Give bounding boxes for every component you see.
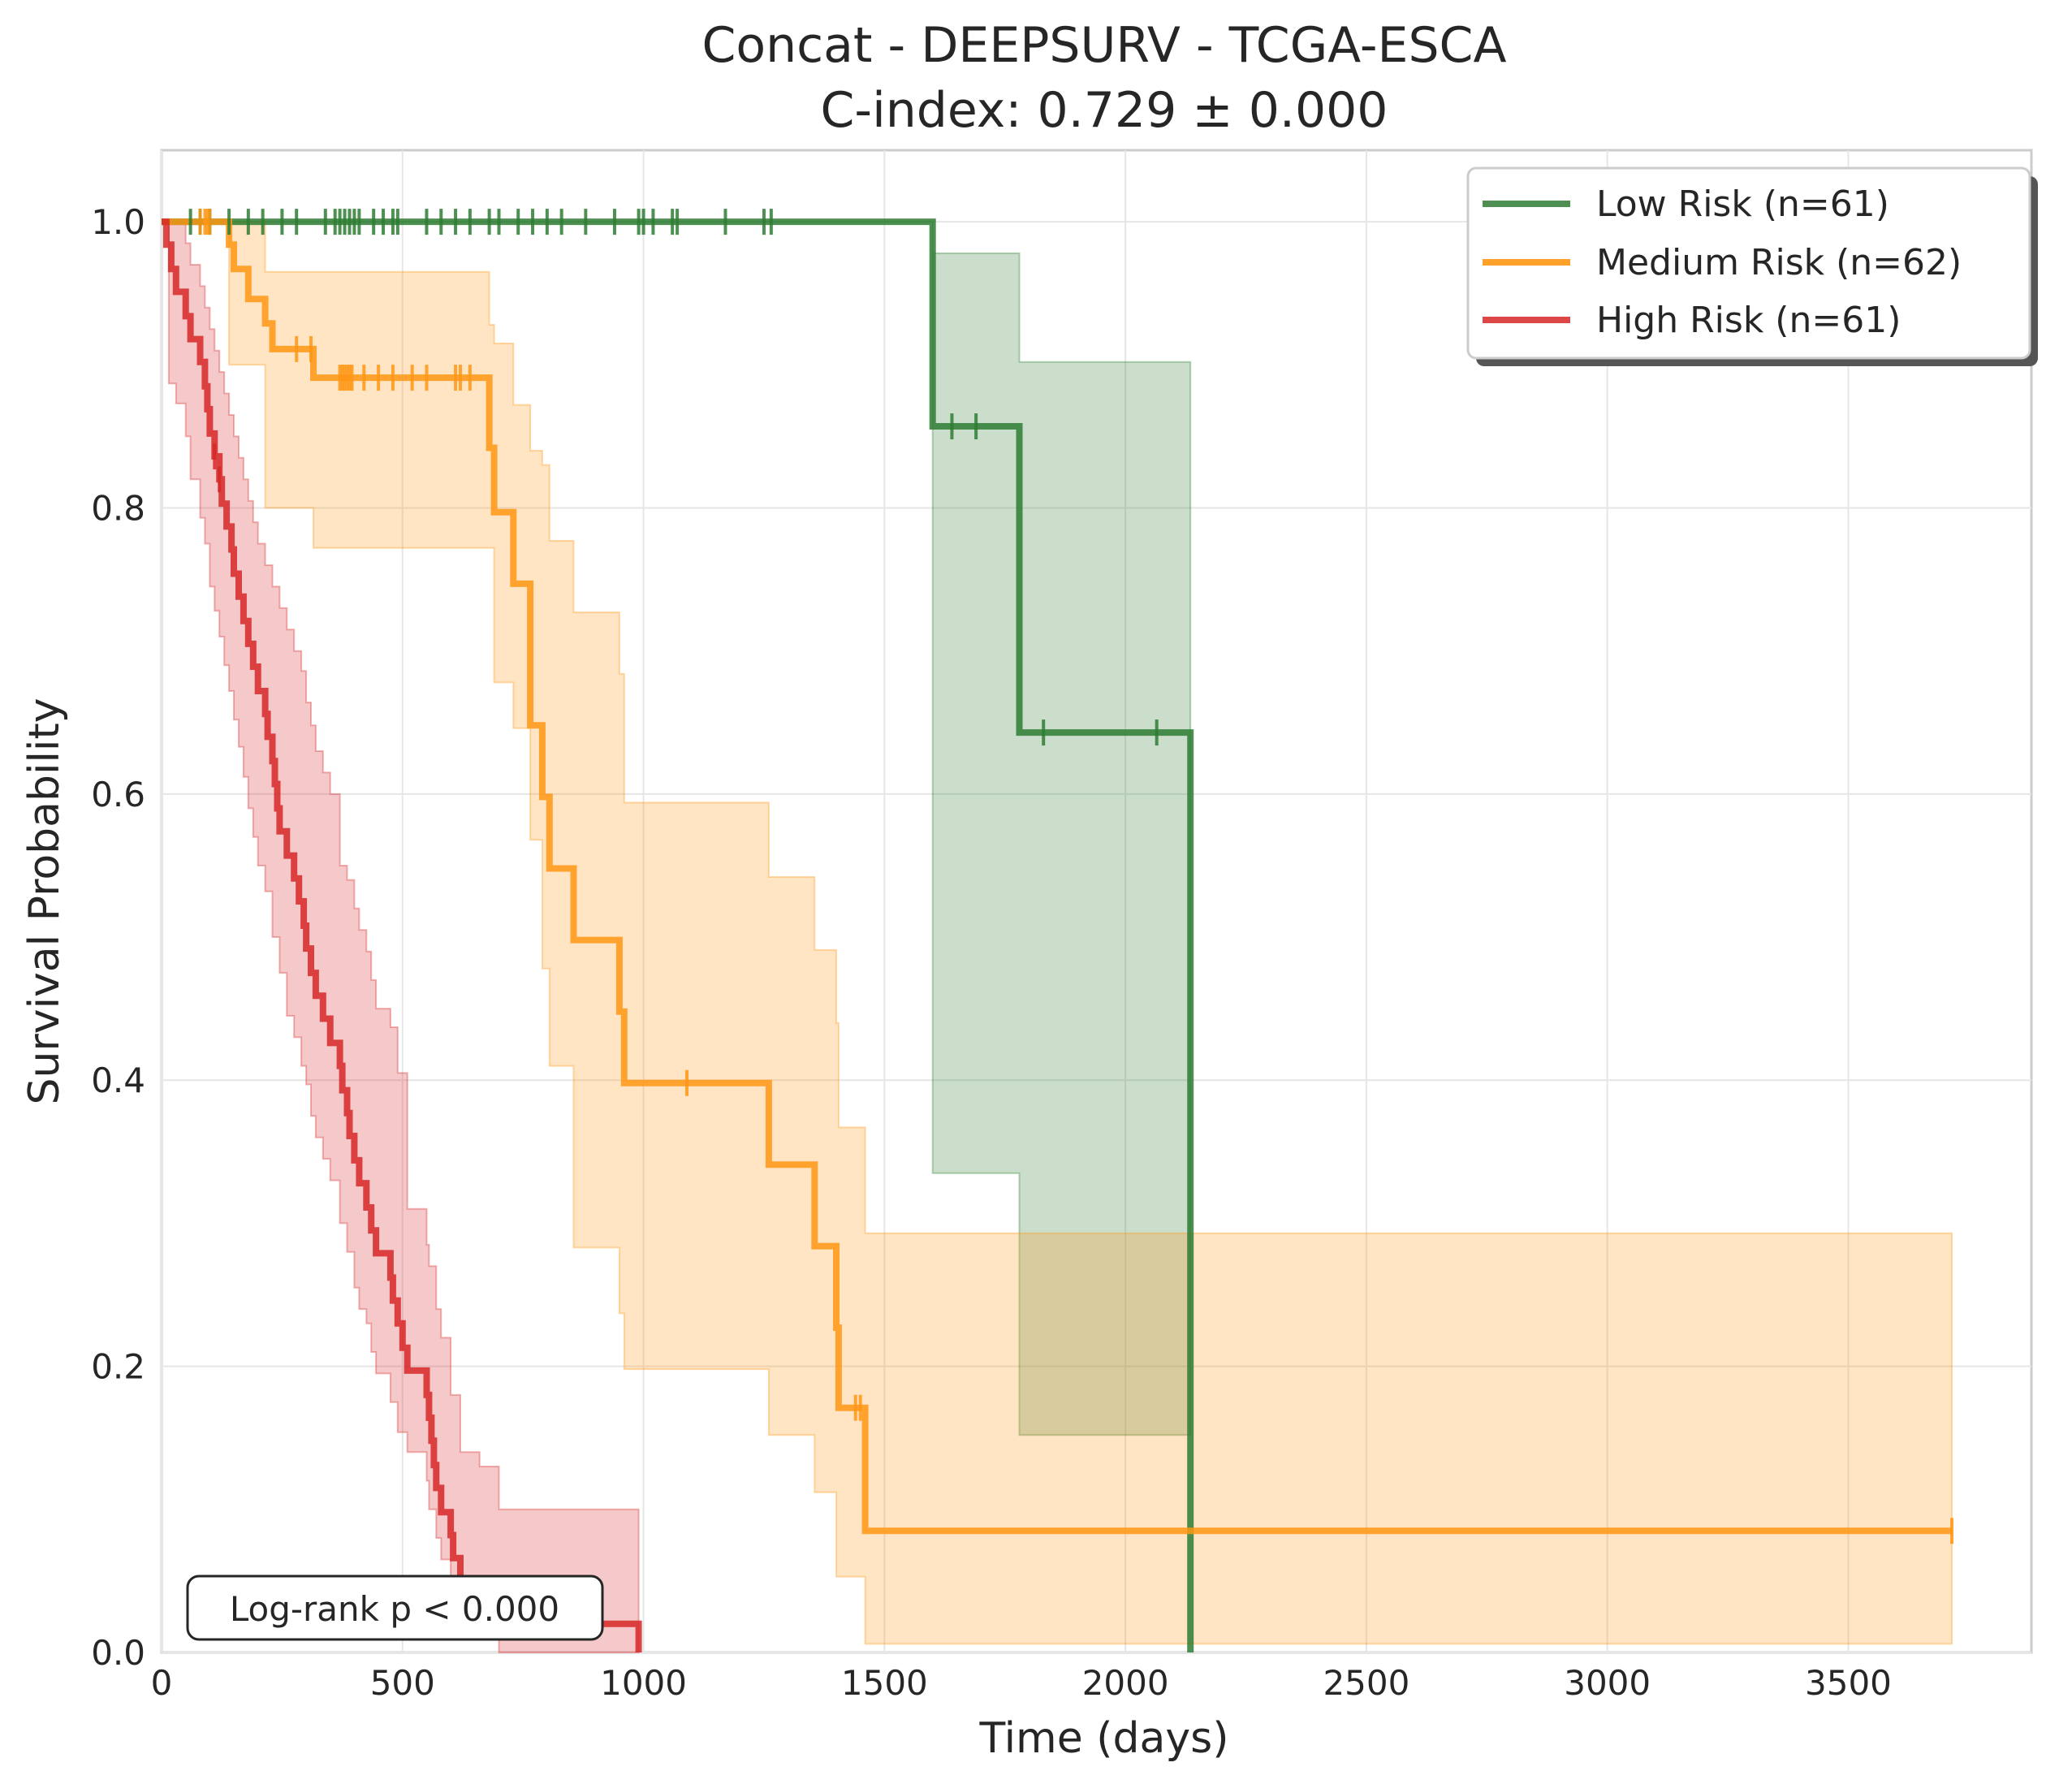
y-tick-label: 0.0: [91, 1633, 145, 1673]
y-axis-label: Survival Probability: [20, 698, 69, 1104]
y-tick-label: 0.2: [91, 1347, 145, 1387]
annotation-box: [186, 1574, 604, 1641]
x-axis-label: Time (days): [978, 1714, 1228, 1763]
x-tick-label: 2500: [1323, 1663, 1409, 1703]
confidence-bands: [162, 221, 1953, 1653]
legend-label-high: High Risk (n=61): [1596, 300, 1901, 341]
annotation-text: Log-rank p < 0.000: [230, 1589, 559, 1629]
grid-lines: [161, 150, 2031, 1653]
legend-box: [1466, 166, 2031, 360]
legend-label-medium: Medium Risk (n=62): [1596, 242, 1962, 283]
x-tick-label: 0: [151, 1663, 173, 1703]
axis-ticks: 0 500 1000 1500 2000 2500 3000 3500 0.0 0.2 0.4 0.6…: [91, 202, 1892, 1703]
ci-band-high: [162, 221, 640, 1653]
chart-title: Concat - DEEPSURV - TCGA-ESCA: [702, 17, 1507, 74]
survival-curve-low: [162, 218, 1194, 1652]
y-tick-label: 1.0: [91, 202, 145, 242]
chart-subtitle: C-index: 0.729 ± 0.000: [821, 82, 1388, 139]
x-tick-label: 3000: [1564, 1663, 1651, 1703]
x-tick-label: 2000: [1082, 1663, 1169, 1703]
y-tick-label: 0.4: [91, 1060, 145, 1100]
x-tick-label: 1500: [841, 1663, 928, 1703]
x-tick-label: 1000: [600, 1663, 687, 1703]
logrank-annotation: Log-rank p < 0.000: [186, 1574, 604, 1641]
legend: Low Risk (n=61) Medium Risk (n=62) High …: [1466, 166, 2038, 366]
censor-marks: [188, 209, 1954, 1544]
y-tick-label: 0.6: [91, 775, 145, 814]
plot-area: [160, 149, 2033, 1654]
y-tick-label: 0.8: [91, 488, 145, 528]
survival-curve-medium: [162, 218, 1953, 1535]
x-tick-label: 500: [370, 1663, 435, 1703]
legend-label-low: Low Risk (n=61): [1596, 184, 1889, 225]
x-tick-label: 3500: [1805, 1663, 1892, 1703]
ci-band-medium: [162, 221, 1953, 1645]
